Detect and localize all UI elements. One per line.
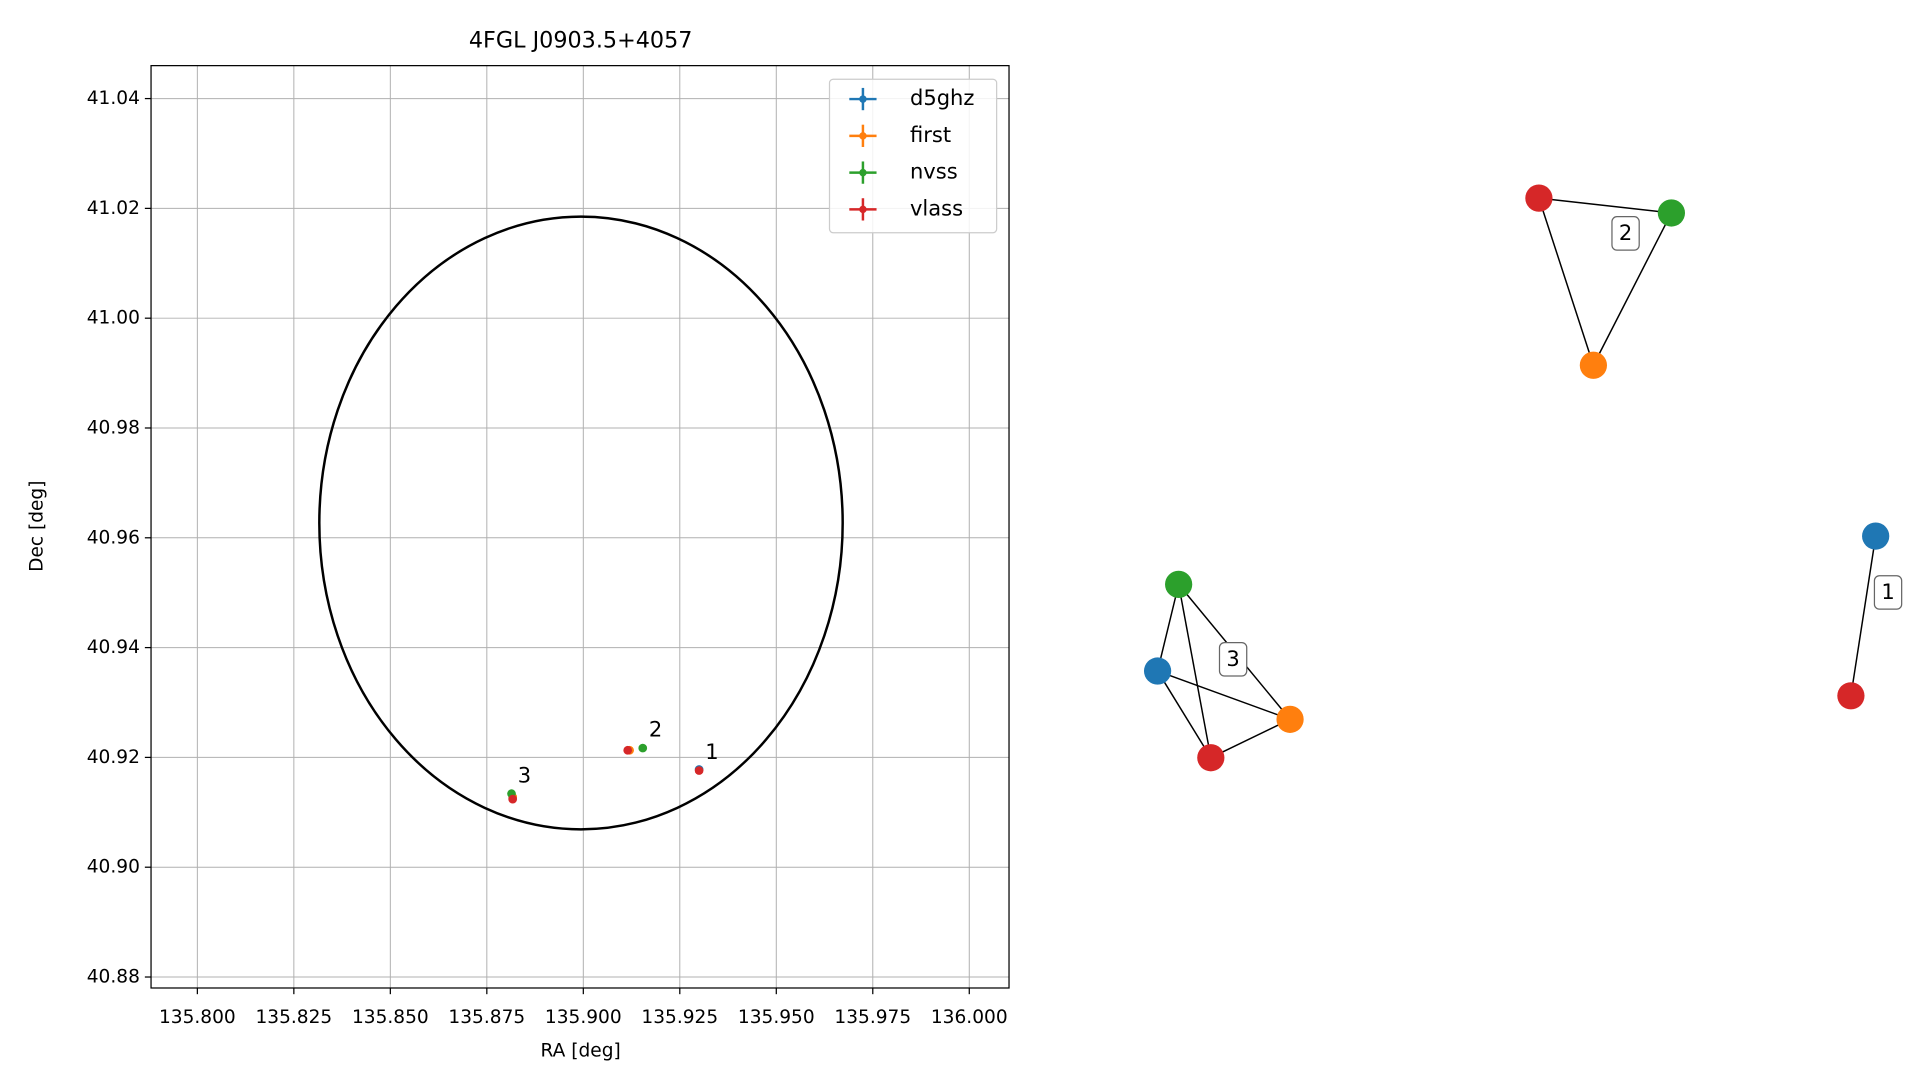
cluster-label: 2 [1619, 220, 1632, 245]
y-tick-label: 41.00 [87, 308, 140, 329]
annotation: 3 [518, 762, 531, 787]
node [1276, 705, 1304, 733]
annotation: 1 [705, 739, 718, 764]
point [694, 766, 704, 775]
legend-marker [859, 132, 867, 140]
y-tick-label: 40.98 [87, 417, 140, 438]
chart-title: 4FGL J0903.5+4057 [469, 27, 693, 53]
y-tick-label: 40.90 [87, 857, 140, 878]
node [1862, 522, 1890, 550]
x-tick-label: 135.975 [834, 1007, 911, 1028]
legend-marker [859, 95, 867, 103]
node [1197, 744, 1225, 772]
x-tick-label: 135.900 [545, 1007, 622, 1028]
y-axis-label: Dec [deg] [27, 481, 48, 572]
edge [1156, 670, 1212, 759]
x-tick-label: 135.800 [159, 1007, 236, 1028]
node [1143, 657, 1172, 685]
cluster-label-box [1218, 641, 1248, 677]
edge [1177, 584, 1212, 758]
node [1579, 351, 1608, 379]
point [638, 743, 648, 753]
y-tick-label: 41.02 [87, 198, 140, 219]
cluster-label-box [1611, 216, 1640, 251]
axes-frame [150, 65, 1010, 989]
x-tick-label: 135.925 [641, 1007, 718, 1028]
y-tick-label: 41.04 [87, 88, 140, 109]
edge [1538, 197, 1595, 366]
localization-ellipse [318, 215, 844, 831]
node [1165, 570, 1193, 599]
edge [1538, 197, 1672, 214]
cluster-label: 1 [1881, 579, 1894, 604]
point [508, 794, 518, 804]
legend-label: vlass [910, 195, 963, 220]
edge [1592, 212, 1673, 366]
edge [1210, 718, 1291, 759]
x-tick-label: 135.950 [738, 1007, 815, 1028]
annotation: 2 [649, 717, 662, 742]
edge [1850, 535, 1877, 696]
plot-area: 135.800 135.825 135.850 135.875 135.900 135.9… [87, 65, 1010, 1028]
node [1837, 682, 1865, 710]
x-tick-label: 135.825 [255, 1007, 332, 1028]
node [1657, 199, 1686, 227]
legend-label: nvss [910, 159, 958, 184]
legend-box [828, 78, 998, 234]
x-tick-label: 135.850 [352, 1007, 429, 1028]
network-graph: 2 1 3 [1143, 184, 1903, 772]
legend-marker [859, 205, 867, 214]
y-tick-label: 40.92 [87, 747, 140, 768]
edge [1157, 670, 1291, 721]
x-axis-label: RA [deg] [541, 1041, 621, 1062]
node [1525, 184, 1553, 212]
x-tick-label: 136.000 [931, 1007, 1008, 1028]
legend-marker [859, 168, 867, 177]
cluster-label: 3 [1226, 646, 1239, 671]
y-tick-label: 40.88 [87, 967, 140, 988]
edge [1156, 584, 1180, 672]
point [623, 745, 633, 755]
y-tick-label: 40.94 [87, 637, 140, 658]
cluster-label-box [1873, 575, 1903, 610]
legend-label: first [910, 122, 951, 147]
x-tick-label: 135.875 [448, 1007, 525, 1028]
legend-label: d5ghz [910, 85, 974, 110]
y-tick-label: 40.96 [87, 527, 140, 548]
